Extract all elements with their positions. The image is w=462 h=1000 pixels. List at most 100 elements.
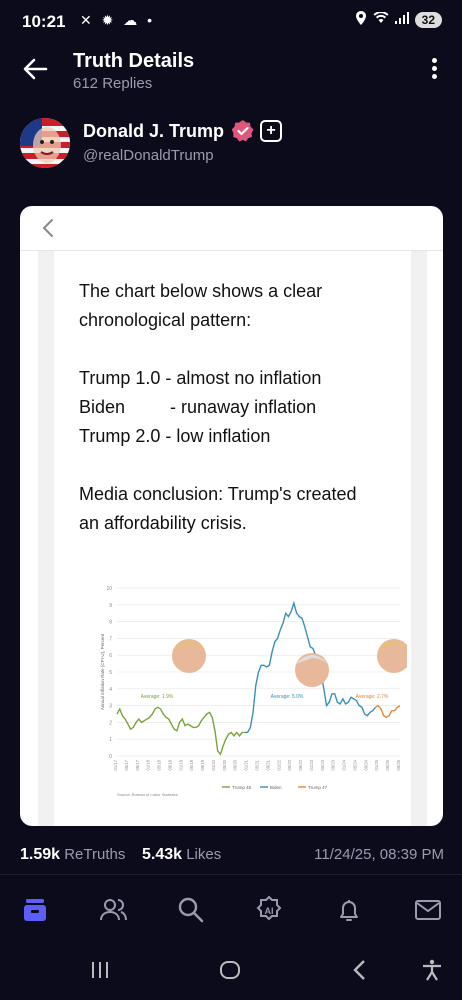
average-annotation: Average: 2.7% [356,694,389,700]
portrait-photo [172,639,206,673]
back-arrow-icon[interactable] [22,56,48,82]
x-tick-label: 05/21 [255,759,260,770]
x-tick-label: 09/17 [135,759,140,770]
series-line-trump-47 [375,704,401,719]
post-stats: 1.59k ReTruths 5.43k Likes 11/24/25, 08:… [20,846,444,868]
x-tick-label: 05/17 [124,759,129,770]
status-time: 10:21 [22,12,66,31]
post-text-line: Trump 1.0 - almost no inflation [79,368,322,388]
ai-icon[interactable]: AI [254,895,284,925]
home-button-icon[interactable] [218,958,242,982]
search-icon[interactable] [176,895,206,925]
x-tick-label: 05/23 [320,759,325,770]
chevron-left-icon[interactable] [40,218,56,238]
avatar[interactable] [20,118,70,168]
x-tick-label: 01/22 [276,759,281,770]
x-tick-label: 05/19 [189,759,194,770]
x-tick-label: 09/25 [396,759,401,770]
y-tick-label: 5 [109,670,112,676]
home-icon[interactable] [20,895,50,925]
post-image-card[interactable]: The chart below shows a clear chronologic… [20,206,443,826]
signal-icon [394,12,409,27]
people-icon[interactable] [98,895,128,925]
svg-text:AI: AI [265,906,274,916]
x-tick-label: 05/24 [352,759,357,770]
post-text-line: Media conclusion: Trump's created [79,484,357,504]
portrait-photo [295,653,329,687]
x-tick-label: 09/23 [331,759,336,770]
y-tick-label: 4 [109,687,112,693]
post-image[interactable]: The chart below shows a clear chronologic… [38,251,427,826]
chart-source: Source: Bureau of Labor Statistics [117,792,178,796]
y-axis-label: Annual Inflation Rate (CPI-U), Percent [100,633,105,710]
page-title: Truth Details [73,50,195,72]
legend-label: Trump 45 [232,785,252,790]
accessibility-icon[interactable] [420,958,444,982]
x-tick-label: 09/21 [265,759,270,770]
follow-button[interactable]: + [260,120,282,142]
notification-icons: ✕ ✹ ☁ • [80,12,156,28]
series-line-trump-45 [116,706,245,756]
x-tick-label: 09/20 [233,759,238,770]
author-name[interactable]: Donald J. Trump [83,121,225,141]
likes-stat[interactable]: 5.43k Likes [142,846,222,863]
retruths-stat[interactable]: 1.59k ReTruths [20,846,126,863]
x-tick-label: 01/24 [342,759,347,770]
replies-count[interactable]: 612 Replies [73,75,153,92]
wifi-icon [373,11,389,27]
post-text: The chart below shows a clear chronologic… [79,277,399,538]
inflation-chart: 0 1 2 3 4 5 6 7 8 9 10 Annual Inflation Rate (CPI-U… [100,586,407,796]
post-text-line: Trump 2.0 - low inflation [79,426,271,446]
y-tick-label: 7 [109,636,112,642]
x-tick-label: 05/20 [222,759,227,770]
location-icon [355,11,367,28]
portrait-hair [173,641,205,650]
y-tick-label: 10 [106,586,112,592]
battery-indicator: 32 [414,11,442,28]
bell-icon[interactable] [334,895,364,925]
system-nav-bar [0,944,462,1000]
post-text-line [79,335,399,364]
x-tick-label: 01/18 [146,759,151,770]
more-options-icon[interactable] [426,56,442,84]
x-tick-label: 01/25 [374,759,379,770]
post-timestamp: 11/24/25, 08:39 PM [314,846,444,863]
y-tick-label: 2 [109,720,112,726]
recent-apps-icon[interactable] [88,958,112,982]
x-tick-label: 05/25 [385,759,390,770]
post-text-line: an affordability crisis. [79,513,247,533]
y-tick-label: 8 [109,620,112,626]
card-header [20,206,443,251]
post-text-line: Biden - runaway inflation [79,397,317,417]
y-tick-label: 1 [109,737,112,743]
top-app-bar: Truth Details 612 Replies [0,42,462,106]
x-tick-label: 05/22 [287,759,292,770]
average-annotation: Average: 5.0% [271,694,304,700]
y-tick-label: 3 [109,704,112,710]
post-text-line [79,451,399,480]
legend-label: Biden [270,785,282,790]
post-text-line: The chart below shows a clear [79,281,323,301]
x-tick-label: 01/23 [309,759,314,770]
x-tick-label: 09/24 [363,759,368,770]
mail-icon[interactable] [413,895,443,925]
x-tick-label: 09/19 [200,759,205,770]
x-tick-label: 05/18 [157,759,162,770]
average-annotation: Average: 1.9% [141,694,174,700]
portrait-hair [296,655,328,664]
x-tick-label: 01/20 [211,759,216,770]
author-handle[interactable]: @realDonaldTrump [83,147,214,164]
x-tick-label: 01/21 [244,759,249,770]
x-tick-label: 09/22 [298,759,303,770]
legend-label: Trump 47 [308,785,328,790]
portrait-hair [378,641,407,650]
status-bar: 10:21 ✕ ✹ ☁ • 32 [0,0,462,42]
back-button-icon[interactable] [348,958,372,982]
x-tick-label: 01/17 [113,759,118,770]
x-tick-label: 09/18 [167,759,172,770]
verified-badge-icon [232,120,254,142]
y-tick-label: 6 [109,653,112,659]
series-line-biden [244,600,377,734]
author-row: Donald J. Trump + @realDonaldTrump [0,116,462,176]
y-tick-label: 9 [109,603,112,609]
